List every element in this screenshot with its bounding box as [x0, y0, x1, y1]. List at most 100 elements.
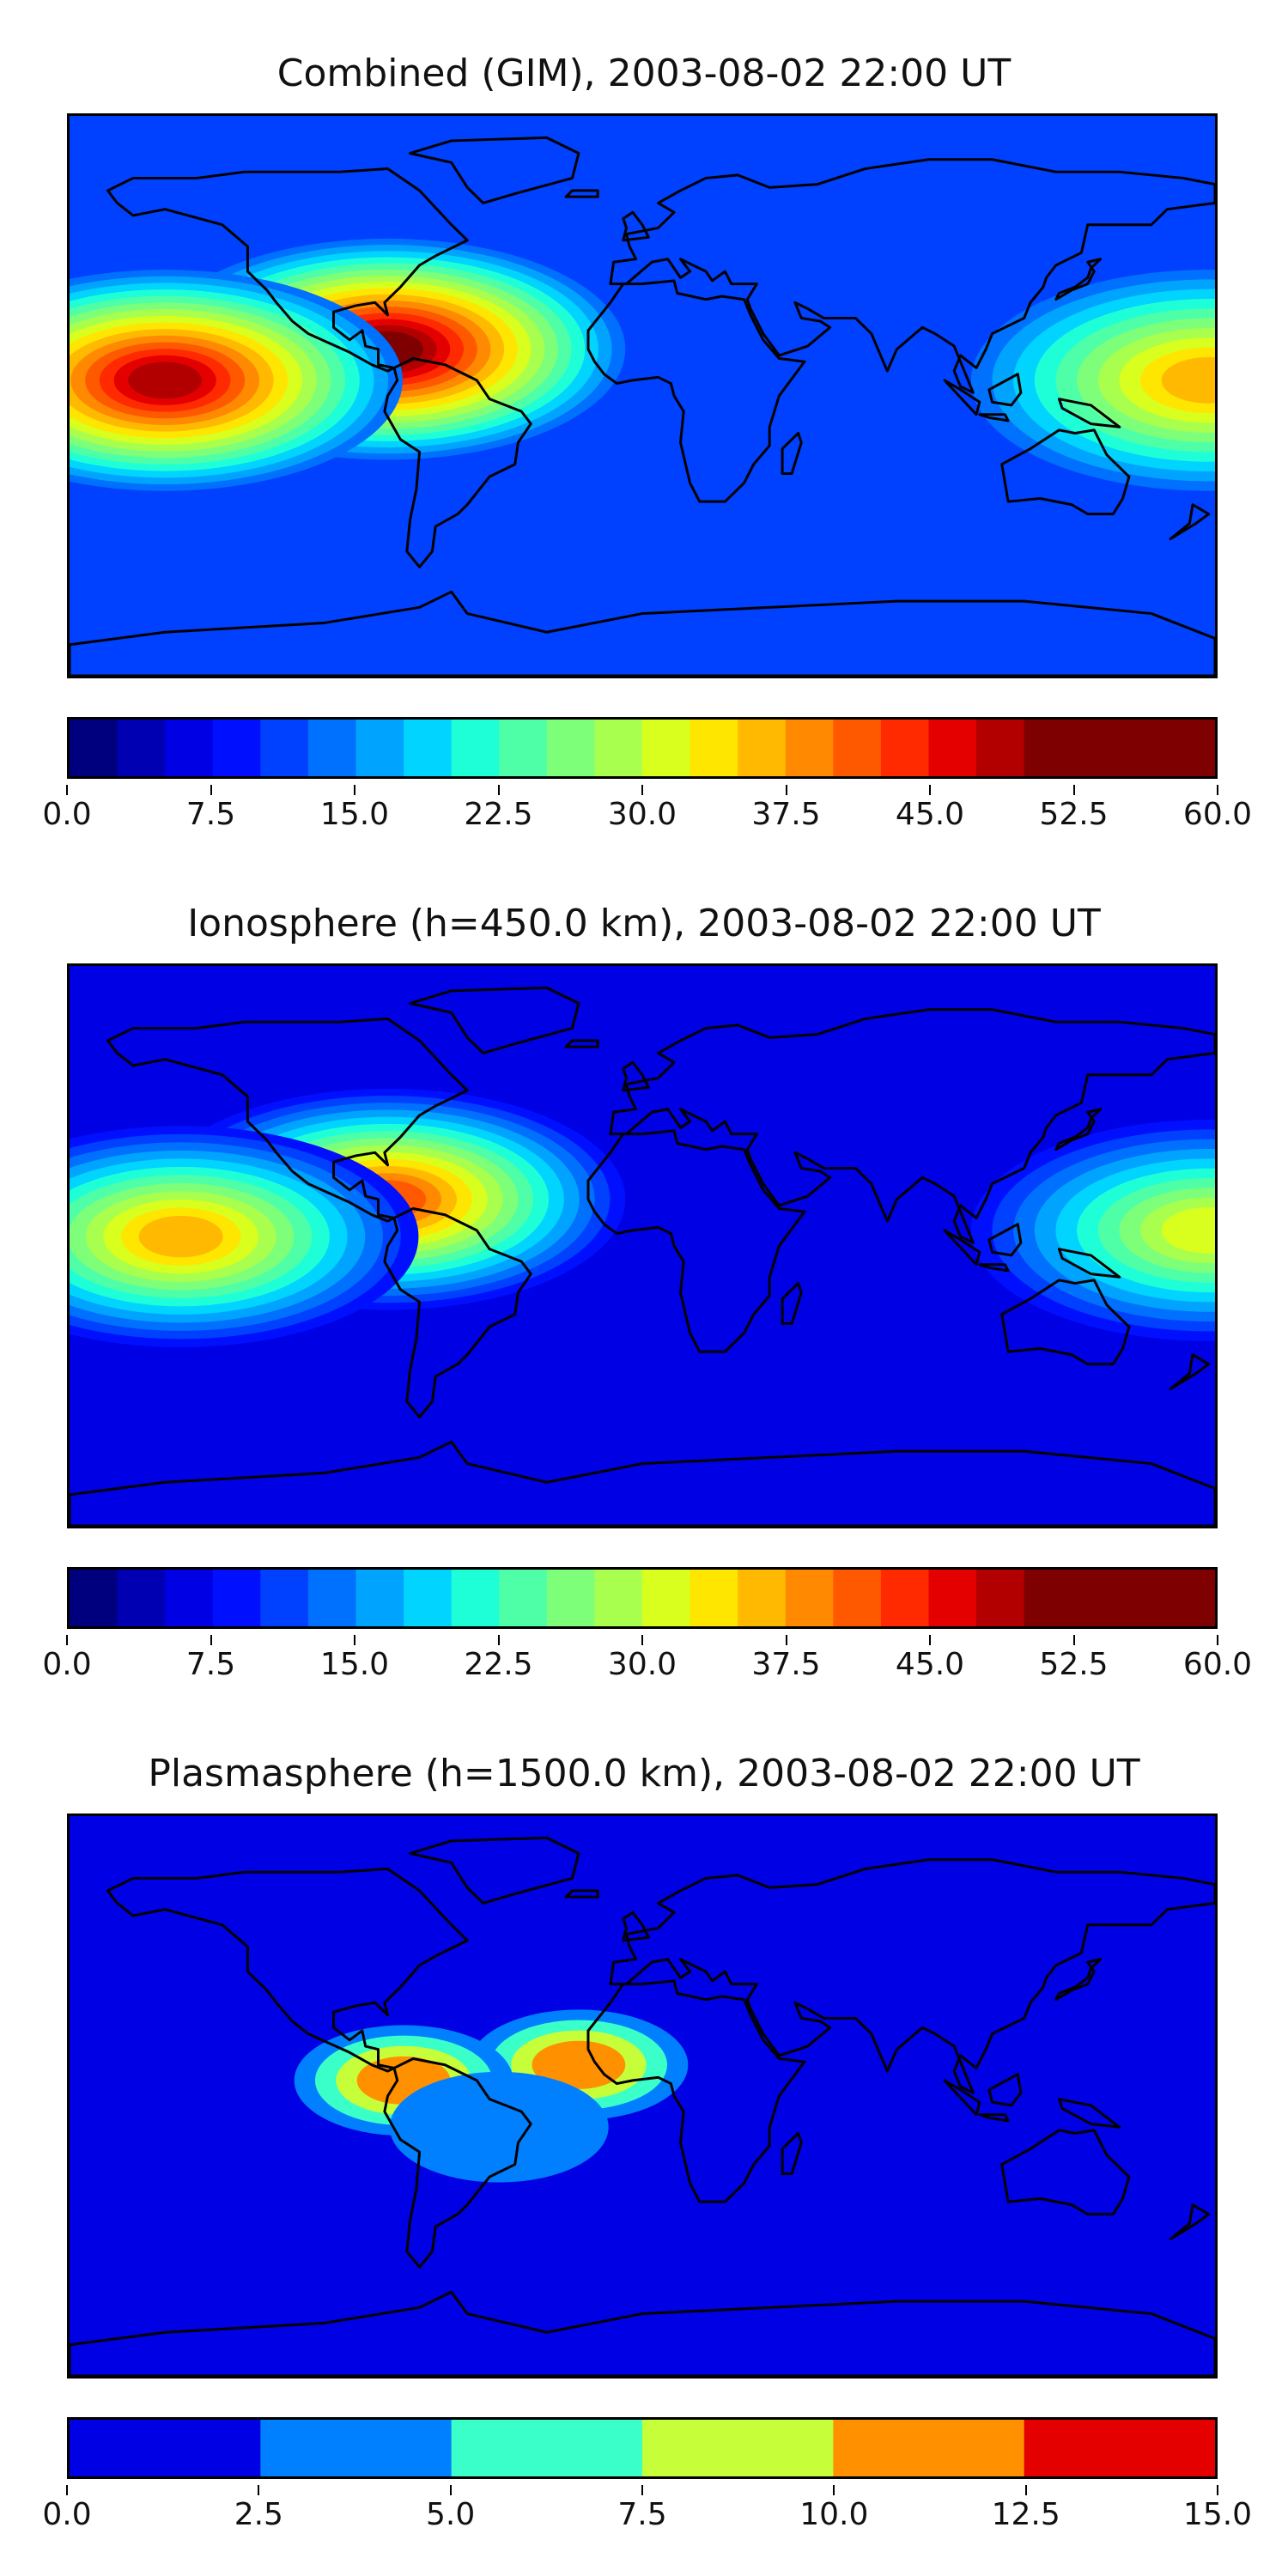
colorbar-segment [880, 1570, 930, 1626]
colorbar-ticks-combined: 0.0 7.5 15.0 22.5 30.0 37.5 45.0 52.5 60.0 [42, 785, 1252, 840]
map-ionosphere [67, 963, 1218, 1528]
colorbar-tick-label: 0.0 [42, 1647, 92, 1682]
colorbar-segment [880, 720, 930, 776]
colorbar-tickmark [354, 1635, 355, 1645]
equatorial-anomaly-asia [970, 1120, 1215, 1341]
panel-title-plasmasphere: Plasmasphere (h=1500.0 km), 2003-08-02 2… [148, 1752, 1140, 1795]
colorbar-segment [833, 1570, 882, 1626]
colorbar-tickmark [641, 1635, 643, 1645]
colorbar-segment [833, 720, 882, 776]
colorbar-tick-label: 0.0 [42, 2497, 92, 2532]
colorbar-segment [642, 720, 691, 776]
colorbar-tickmark [1217, 2485, 1218, 2495]
colorbar-tickmark [1217, 1635, 1218, 1645]
colorbar-tickmark [929, 785, 931, 795]
coastline [781, 2132, 803, 2176]
contour-band [128, 361, 203, 399]
colorbar-segment [785, 1570, 834, 1626]
colorbar-segment [70, 2420, 261, 2476]
colorbar-segment [451, 2420, 643, 2476]
coastline [609, 1858, 1215, 2094]
colorbar-plasmasphere [67, 2417, 1218, 2479]
colorbar-tickmark [449, 2485, 452, 2495]
equatorial-anomaly-pacific [70, 270, 403, 491]
colorbar-ionosphere [67, 1567, 1218, 1629]
coastline [1169, 2203, 1211, 2241]
coastline [1169, 503, 1211, 541]
coastline [409, 1836, 580, 1905]
coastline [383, 1207, 532, 1419]
colorbar-segment [833, 2420, 1025, 2476]
colorbar-segment [165, 1570, 214, 1626]
colorbar-segment [404, 1570, 453, 1626]
colorbar-segment [307, 1570, 357, 1626]
map-ionosphere-svg [70, 966, 1215, 1526]
colorbar-tick-label: 12.5 [991, 2497, 1060, 2532]
colorbar-segment [546, 1570, 596, 1626]
colorbar-segment [1024, 1570, 1072, 1626]
coastline [1054, 258, 1103, 301]
coastline [987, 1223, 1023, 1257]
colorbar-segment [1024, 720, 1072, 776]
coastline [106, 167, 469, 373]
coastline [978, 2113, 1010, 2123]
coastline [781, 1282, 803, 1326]
colorbar-segment [594, 1570, 643, 1626]
colorbar-segment [1119, 720, 1169, 776]
colorbar-segment [1167, 720, 1215, 776]
contour-band [389, 2071, 609, 2183]
colorbar-tick-label: 15.0 [319, 797, 390, 832]
colorbar-tick-label: 52.5 [1039, 1647, 1109, 1682]
colorbar-tick-label: 37.5 [751, 1647, 821, 1682]
colorbar-combined [67, 717, 1218, 779]
coastline [564, 1039, 599, 1048]
colorbar-tick-label: 60.0 [1182, 797, 1253, 832]
coastline [1000, 2129, 1131, 2216]
colorbar-segment [117, 1570, 166, 1626]
coastline [622, 1911, 650, 1942]
colorbar-tickmark [641, 2485, 643, 2495]
coastline [987, 2073, 1023, 2107]
colorbar-segment [355, 720, 404, 776]
coastline [70, 2290, 1215, 2376]
colorbar-segment [785, 720, 834, 776]
coastline [978, 1263, 1010, 1273]
colorbar-segment [1167, 1570, 1215, 1626]
coastlines [70, 1836, 1215, 2376]
coastlines [70, 136, 1215, 676]
colorbar-tick-label: 7.5 [617, 2497, 667, 2532]
coastline [1054, 1958, 1103, 2002]
colorbar-segment [1072, 720, 1121, 776]
coastline [1054, 1108, 1103, 1151]
colorbar-tickmark [66, 2485, 68, 2495]
coastline [978, 413, 1010, 422]
colorbar-tickmark [66, 785, 68, 795]
colorbar-ionosphere-svg [70, 1570, 1215, 1626]
colorbar-segment [451, 1570, 500, 1626]
coastline [564, 189, 599, 198]
colorbar-tickmark [1217, 785, 1218, 795]
colorbar-ticks-ionosphere: 0.0 7.5 15.0 22.5 30.0 37.5 45.0 52.5 60.0 [42, 1635, 1252, 1690]
colorbar-tick-label: 30.0 [607, 797, 677, 832]
map-combined [67, 113, 1218, 678]
coastline [586, 1129, 806, 1353]
colorbar-segment [738, 1570, 787, 1626]
colorbar-segment [738, 720, 787, 776]
colorbar-tickmark [66, 1635, 68, 1645]
colorbar-segment [260, 720, 309, 776]
panel-title-combined: Combined (GIM), 2003-08-02 22:00 UT [276, 52, 1012, 95]
contour-band [138, 1215, 223, 1258]
colorbar-segment [499, 720, 548, 776]
coastline [609, 1008, 1215, 1244]
colorbar-segment [976, 720, 1025, 776]
colorbar-segment [451, 720, 500, 776]
colorbar-segment [594, 720, 643, 776]
coastline [383, 2057, 532, 2269]
colorbar-segment [307, 720, 357, 776]
colorbar-tickmark [497, 785, 500, 795]
colorbar-tickmark [1072, 1635, 1075, 1645]
contour-band [1161, 1207, 1215, 1254]
colorbar-segment [70, 1570, 118, 1626]
coastline [383, 357, 532, 568]
colorbar-tick-label: 7.5 [185, 1647, 236, 1682]
